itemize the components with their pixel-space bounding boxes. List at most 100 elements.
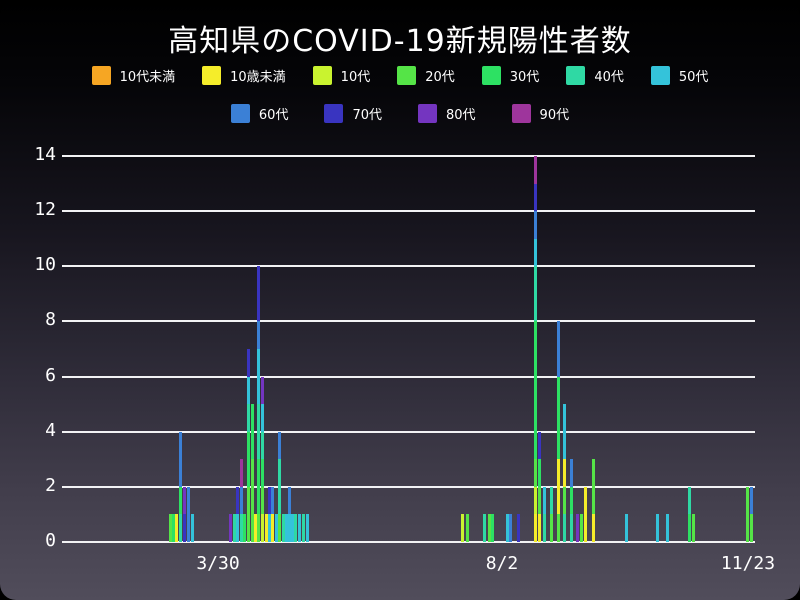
bar-segment-60s: [257, 321, 260, 349]
bar-segment-20s: [692, 514, 695, 542]
bar-segment-30s: [247, 431, 250, 487]
bar: [236, 486, 239, 542]
bar: [169, 514, 172, 542]
gridline-y-8: [62, 320, 755, 323]
y-tick-label-12: 12: [34, 199, 56, 221]
bar: [656, 514, 659, 542]
bar-segment-u10b: [563, 459, 566, 487]
bar-segment-40s: [261, 431, 264, 460]
legend-label-u10a: 10代未満: [119, 70, 176, 85]
bar: [271, 486, 274, 542]
y-tick-label-14: 14: [34, 144, 56, 165]
bar-segment-60s: [271, 486, 274, 515]
bar-segment-70s: [268, 486, 271, 515]
bar: [179, 431, 182, 542]
bar: [538, 431, 541, 542]
bar: [466, 514, 469, 542]
bar-segment-60s: [278, 431, 281, 460]
bar: [275, 514, 278, 542]
bar-segment-60s: [179, 431, 182, 487]
legend-item-70s: 70代: [324, 104, 382, 123]
bar: [240, 459, 243, 542]
gridline-y-4: [62, 430, 755, 433]
bar: [491, 514, 494, 542]
bar-segment-50s: [191, 514, 194, 542]
bar-segment-30s: [179, 486, 182, 515]
bar: [265, 514, 268, 542]
bar-segment-50s: [543, 486, 546, 515]
bar-segment-u10b: [265, 514, 268, 542]
bar-segment-70s: [517, 514, 520, 542]
bar-segment-60s: [187, 486, 190, 542]
bar-segment-50s: [563, 404, 566, 460]
y-tick-label-4: 4: [45, 419, 56, 441]
bar: [534, 156, 537, 542]
bar-segment-50s: [236, 514, 239, 542]
bar-segment-50s: [247, 376, 250, 405]
bar-segment-20s: [534, 459, 537, 487]
bar-segment-20s: [750, 514, 753, 542]
bar-segment-20s: [466, 514, 469, 542]
bar-segment-30s: [491, 514, 494, 542]
bar-segment-20s: [251, 459, 254, 542]
bar: [625, 514, 628, 542]
bar-segment-40s: [278, 459, 281, 515]
bar-segment-u10b: [271, 514, 274, 542]
bar-segment-50s: [288, 514, 291, 542]
bar-segment-20s: [261, 486, 264, 515]
legend-swatch-80s: [418, 104, 437, 123]
bar-segment-50s: [534, 238, 537, 267]
legend-item-80s: 80代: [418, 104, 476, 123]
bar-segment-20s: [278, 514, 281, 542]
bar-segment-u10b: [584, 486, 587, 542]
bar: [517, 514, 520, 542]
bar-segment-20s: [247, 486, 250, 542]
bar-segment-30s: [261, 459, 264, 487]
bar-segment-60s: [557, 321, 560, 377]
legend-item-40s: 40代: [566, 66, 624, 85]
bar-segment-50s: [666, 514, 669, 542]
bar-segment-20s: [169, 514, 172, 542]
bar: [570, 459, 573, 542]
legend-swatch-20s: [397, 66, 417, 85]
bar-segment-40s: [247, 404, 250, 432]
legend-label-70s: 70代: [352, 108, 382, 123]
y-tick-label-6: 6: [45, 364, 56, 386]
bar-segment-40s: [688, 486, 691, 515]
legend-label-90s: 90代: [539, 108, 570, 123]
y-tick-label-2: 2: [45, 474, 56, 496]
bar-segment-10s: [261, 514, 264, 542]
bar-segment-40s: [257, 404, 260, 460]
bar: [750, 486, 753, 542]
bar-segment-30s: [257, 459, 260, 515]
bar: [506, 514, 509, 542]
bar: [254, 514, 257, 542]
legend-row-1: 10代未満 10歳未満 10代 20代 30代 40代 50代: [0, 66, 800, 85]
bar: [563, 404, 566, 542]
bar-segment-30s: [688, 514, 691, 542]
legend-swatch-10s: [312, 66, 332, 85]
bar: [509, 514, 512, 542]
legend-item-60s: 60代: [230, 104, 288, 123]
bar: [291, 514, 294, 542]
bar-segment-20s: [563, 486, 566, 515]
bar: [243, 514, 246, 542]
bar: [557, 321, 560, 542]
bar: [285, 514, 288, 542]
bar-segment-50s: [656, 514, 659, 542]
bar: [302, 514, 305, 542]
bar-segment-40s: [570, 514, 573, 542]
bar: [183, 486, 186, 542]
legend-swatch-30s: [481, 66, 501, 85]
bar-segment-30s: [538, 459, 541, 487]
bar: [268, 486, 271, 542]
bar-segment-30s: [534, 321, 537, 460]
bar: [247, 349, 250, 542]
y-tick-label-0: 0: [45, 530, 56, 551]
bar-segment-u10b: [534, 514, 537, 542]
bar-segment-70s: [236, 486, 239, 515]
legend-item-90s: 90代: [511, 104, 570, 123]
bar-segment-40s: [302, 514, 305, 542]
bar: [233, 514, 236, 542]
bar: [580, 514, 583, 542]
